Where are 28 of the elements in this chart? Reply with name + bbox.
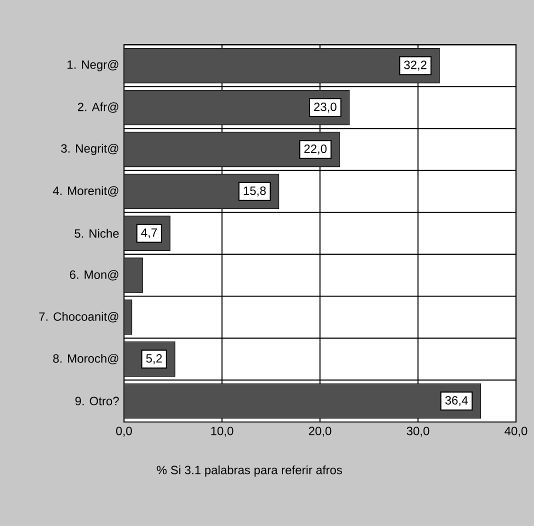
data-label: 5,2 [146, 354, 162, 364]
data-label: 36,4 [445, 396, 468, 406]
x-tick-label: 0,0 [116, 426, 132, 437]
y-tick-label: 2. Afr@ [78, 102, 118, 113]
data-label: 4,7 [141, 228, 157, 238]
y-tick-label: 1. Negr@ [68, 60, 118, 72]
x-tick-label: 10,0 [211, 426, 234, 437]
y-tick-label: 8. Moroch@ [53, 354, 118, 364]
x-tick-label: 30,0 [406, 426, 430, 437]
x-tick-label: 20,0 [308, 426, 332, 437]
data-label: 23,0 [314, 102, 336, 113]
y-tick-label: 3. Negrit@ [61, 144, 118, 156]
data-label: 15,8 [244, 186, 266, 196]
y-tick-label: 9. Otro? [75, 396, 119, 406]
bar [124, 174, 280, 210]
y-tick-label: 5. Niche [74, 228, 119, 238]
x-axis-title: % Si 3.1 palabras para referir afros [156, 465, 342, 477]
bar [124, 90, 350, 126]
data-label: 32,2 [404, 60, 426, 71]
x-tick-label: 40,0 [504, 426, 528, 437]
y-tick-label: 6. Mon@ [70, 270, 118, 280]
bar [124, 258, 143, 293]
bar [124, 383, 481, 419]
bar [124, 48, 440, 84]
bar [124, 132, 340, 168]
y-tick-label: 7. Chocoanit@ [39, 312, 118, 322]
data-label: 22,0 [304, 144, 327, 154]
y-tick-label: 4. Morenit@ [52, 186, 118, 197]
